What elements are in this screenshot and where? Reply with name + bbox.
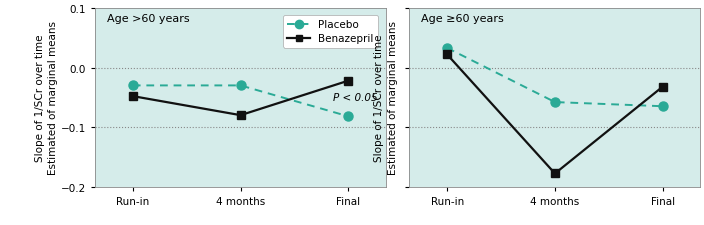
Text: Age ≥60 years: Age ≥60 years [421, 14, 504, 24]
Text: P < 0.05: P < 0.05 [333, 92, 377, 103]
Y-axis label: Slope of 1/SCr over time
Estimated of marginal means: Slope of 1/SCr over time Estimated of ma… [34, 21, 58, 175]
Text: Age >60 years: Age >60 years [107, 14, 189, 24]
Y-axis label: Slope of 1/SCr over time
Estimated of marginal means: Slope of 1/SCr over time Estimated of ma… [375, 21, 398, 175]
Legend: Placebo, Benazepril: Placebo, Benazepril [283, 16, 378, 48]
